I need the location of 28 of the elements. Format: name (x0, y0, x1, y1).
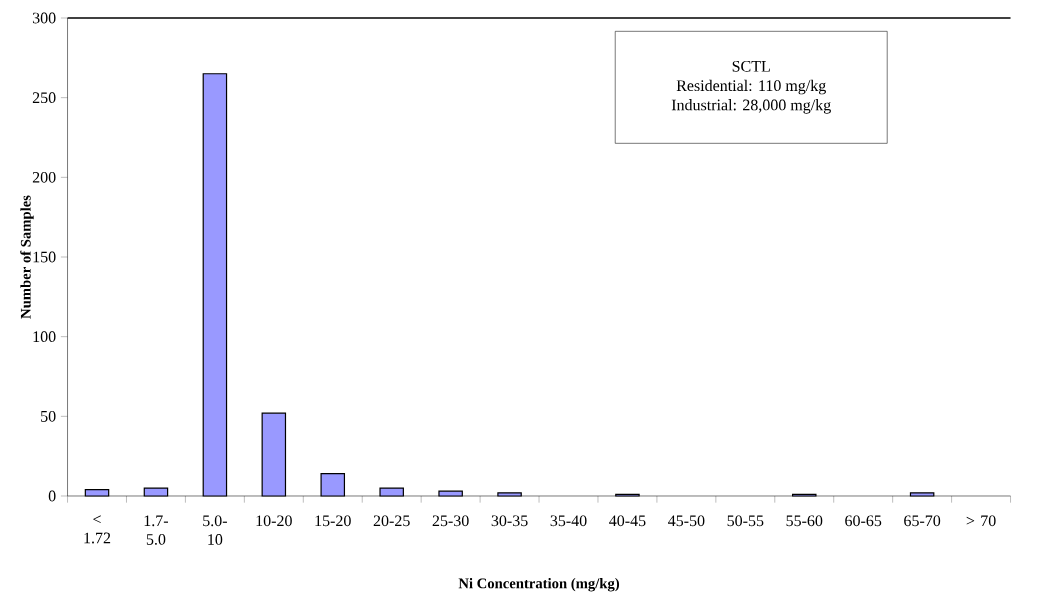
x-tick-label: 1.7- 5.0 (144, 515, 169, 545)
y-tick-label: 300 (32, 12, 56, 24)
x-tick-label: 50-55 (727, 515, 764, 527)
annotation: Industrial: 28,000 mg/kg (671, 99, 831, 114)
y-tick-label: 150 (33, 251, 56, 263)
x-tick-label: 40-45 (609, 515, 646, 527)
y-tick-label: 0 (48, 490, 56, 502)
x-tick-label: 65-70 (904, 515, 941, 527)
x-tick-label: 55-60 (786, 515, 823, 527)
x-tick-label: 5.0- 10 (203, 515, 227, 545)
x-tick-label: < 1.72 (84, 515, 111, 544)
x-tick-label: 60-65 (845, 515, 882, 527)
x-tick-label: 25-30 (432, 515, 469, 527)
x-tick-label: 45-50 (668, 515, 705, 527)
y-tick-label: 50 (41, 410, 56, 422)
x-tick-label: > 70 (966, 515, 996, 527)
annotation: SCTL (732, 60, 770, 72)
y-tick-label: 200 (32, 171, 56, 183)
x-tick-label: 10-20 (256, 515, 292, 527)
x-tick-label: 15-20 (315, 515, 351, 527)
x-axis-title: Ni Concentration (mg/kg) (458, 578, 620, 592)
y-axis-title: Number of Samples (20, 195, 34, 319)
y-tick-label: 100 (33, 331, 56, 343)
x-tick-label: 30-35 (491, 515, 528, 527)
annotation: Residential: 110 mg/kg (676, 79, 826, 95)
x-tick-label: 35-40 (550, 515, 587, 527)
y-tick-label: 250 (32, 92, 56, 104)
x-tick-label: 20-25 (373, 515, 410, 527)
